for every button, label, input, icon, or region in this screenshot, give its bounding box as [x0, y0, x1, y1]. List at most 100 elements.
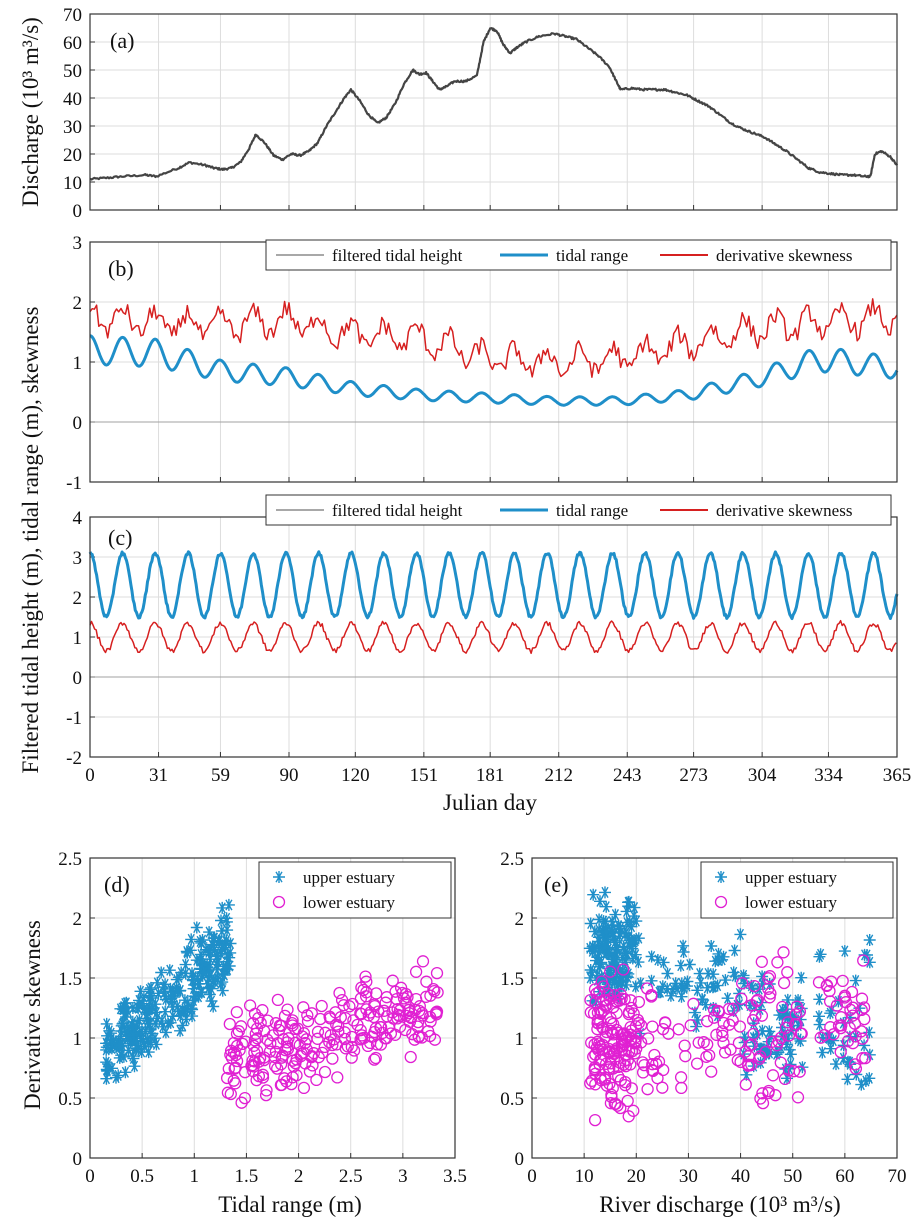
lower-estuary-point [605, 1090, 618, 1104]
upper-estuary-point [859, 1075, 872, 1087]
lower-estuary-point [748, 979, 761, 993]
upper-estuary-point [144, 1023, 157, 1036]
lower-estuary-point [621, 1054, 634, 1067]
lower-estuary-point [276, 1049, 289, 1062]
upper-estuary-point [837, 1052, 850, 1065]
lower-estuary-point [848, 1058, 862, 1071]
upper-estuary-point [746, 982, 759, 995]
upper-estuary-point [711, 1009, 724, 1022]
y-tick-label: 0.5 [58, 1089, 82, 1110]
lower-estuary-point [687, 997, 700, 1010]
upper-estuary-point [603, 948, 616, 961]
x-tick-label: 0 [85, 765, 95, 786]
lower-estuary-point [299, 1057, 312, 1070]
lower-estuary-point [259, 1088, 273, 1102]
upper-estuary-point [126, 1015, 139, 1028]
lower-estuary-point [759, 1045, 772, 1059]
upper-estuary-point [151, 976, 164, 989]
y-tick-label: 70 [63, 5, 82, 26]
upper-estuary-point [156, 1020, 169, 1033]
upper-estuary-point [619, 928, 631, 941]
upper-estuary-point [133, 994, 145, 1007]
upper-estuary-point [159, 990, 172, 1003]
lower-estuary-point [368, 998, 381, 1011]
panel-label: (d) [104, 872, 130, 897]
lower-estuary-point [631, 1013, 645, 1027]
upper-estuary-point [186, 1010, 199, 1023]
lower-estuary-point [795, 1027, 808, 1040]
upper-estuary-point [792, 994, 805, 1007]
lower-estuary-point [742, 1058, 755, 1071]
x-tick-label: 70 [888, 1166, 907, 1187]
y-tick-label: 30 [63, 117, 82, 138]
upper-estuary-point [584, 917, 597, 930]
upper-estuary-point [601, 933, 614, 946]
lower-estuary-point [307, 1047, 320, 1060]
upper-estuary-point [166, 1010, 179, 1023]
upper-estuary-point [792, 1019, 805, 1032]
lower-estuary-point [345, 1051, 358, 1064]
lower-estuary-point [726, 1002, 740, 1015]
upper-estuary-point [609, 908, 622, 921]
x-tick-label: 365 [883, 765, 912, 786]
lower-estuary-point [612, 1070, 625, 1083]
upper-estuary-point [158, 986, 171, 999]
lower-estuary-point [274, 1058, 288, 1071]
upper-estuary-point [134, 985, 147, 998]
upper-estuary-point [754, 1056, 767, 1069]
x-tick-label: 60 [835, 1166, 854, 1187]
lower-estuary-point [391, 1012, 404, 1025]
lower-estuary-point [714, 895, 728, 909]
upper-estuary-point [100, 1056, 113, 1069]
upper-estuary-point [273, 871, 285, 883]
upper-estuary-point [696, 993, 709, 1006]
upper-estuary-point [626, 942, 639, 955]
lower-estuary-point [412, 1030, 425, 1044]
upper-estuary-point [824, 1042, 837, 1055]
xlabel-julian-day: Julian day [443, 790, 537, 815]
y-tick-label: 0 [73, 1149, 83, 1170]
upper-estuary-point [738, 1031, 751, 1044]
upper-estuary-point [597, 915, 610, 928]
lower-estuary-point [790, 1018, 803, 1031]
lower-estuary-point [613, 994, 626, 1007]
lower-estuary-point [331, 1071, 344, 1084]
lower-estuary-point [597, 994, 610, 1007]
lower-estuary-point [622, 1007, 635, 1021]
lower-estuary-point [297, 1001, 310, 1014]
upper-estuary-point [100, 1037, 113, 1050]
upper-estuary-point [117, 1017, 130, 1030]
lower-estuary-point [692, 1036, 705, 1049]
lower-estuary-point [360, 986, 373, 999]
lower-estuary-point [606, 1081, 619, 1095]
upper-estuary-point [102, 1057, 114, 1070]
lower-estuary-point [646, 1058, 659, 1071]
lower-estuary-point [697, 1036, 710, 1049]
lower-estuary-point [777, 976, 791, 990]
derivative-skewness-line [89, 298, 898, 378]
upper-estuary-point [135, 1025, 148, 1038]
x-tick-label: 1.5 [235, 1166, 259, 1187]
upper-estuary-point [215, 914, 227, 927]
lower-estuary-point [221, 1086, 235, 1099]
upper-estuary-point [212, 956, 225, 968]
lower-estuary-point [818, 1028, 831, 1042]
lower-estuary-point [717, 1016, 730, 1030]
upper-estuary-point [216, 984, 229, 997]
legend-label: tidal range [556, 246, 628, 265]
legend-box [700, 861, 894, 919]
lower-estuary-point [814, 1031, 827, 1044]
panel-c-tides: -2 -1 0 1 2 3 4 0 31 59 90 120 151 181 212 243 273 304 334… [66, 494, 912, 786]
lower-estuary-point [361, 1039, 375, 1053]
lower-estuary-point [261, 1014, 274, 1027]
lower-estuary-point [335, 993, 349, 1007]
upper-estuary-point [754, 1003, 766, 1016]
upper-estuary-point [781, 1072, 793, 1085]
upper-estuary-point [674, 959, 687, 972]
upper-estuary-point [694, 976, 707, 989]
x-tick-label: 10 [575, 1166, 594, 1187]
upper-estuary-point [813, 1010, 825, 1023]
upper-estuary-point [587, 888, 600, 901]
upper-estuary-point [100, 1017, 113, 1030]
y-tick-label: 0.5 [500, 1089, 524, 1110]
